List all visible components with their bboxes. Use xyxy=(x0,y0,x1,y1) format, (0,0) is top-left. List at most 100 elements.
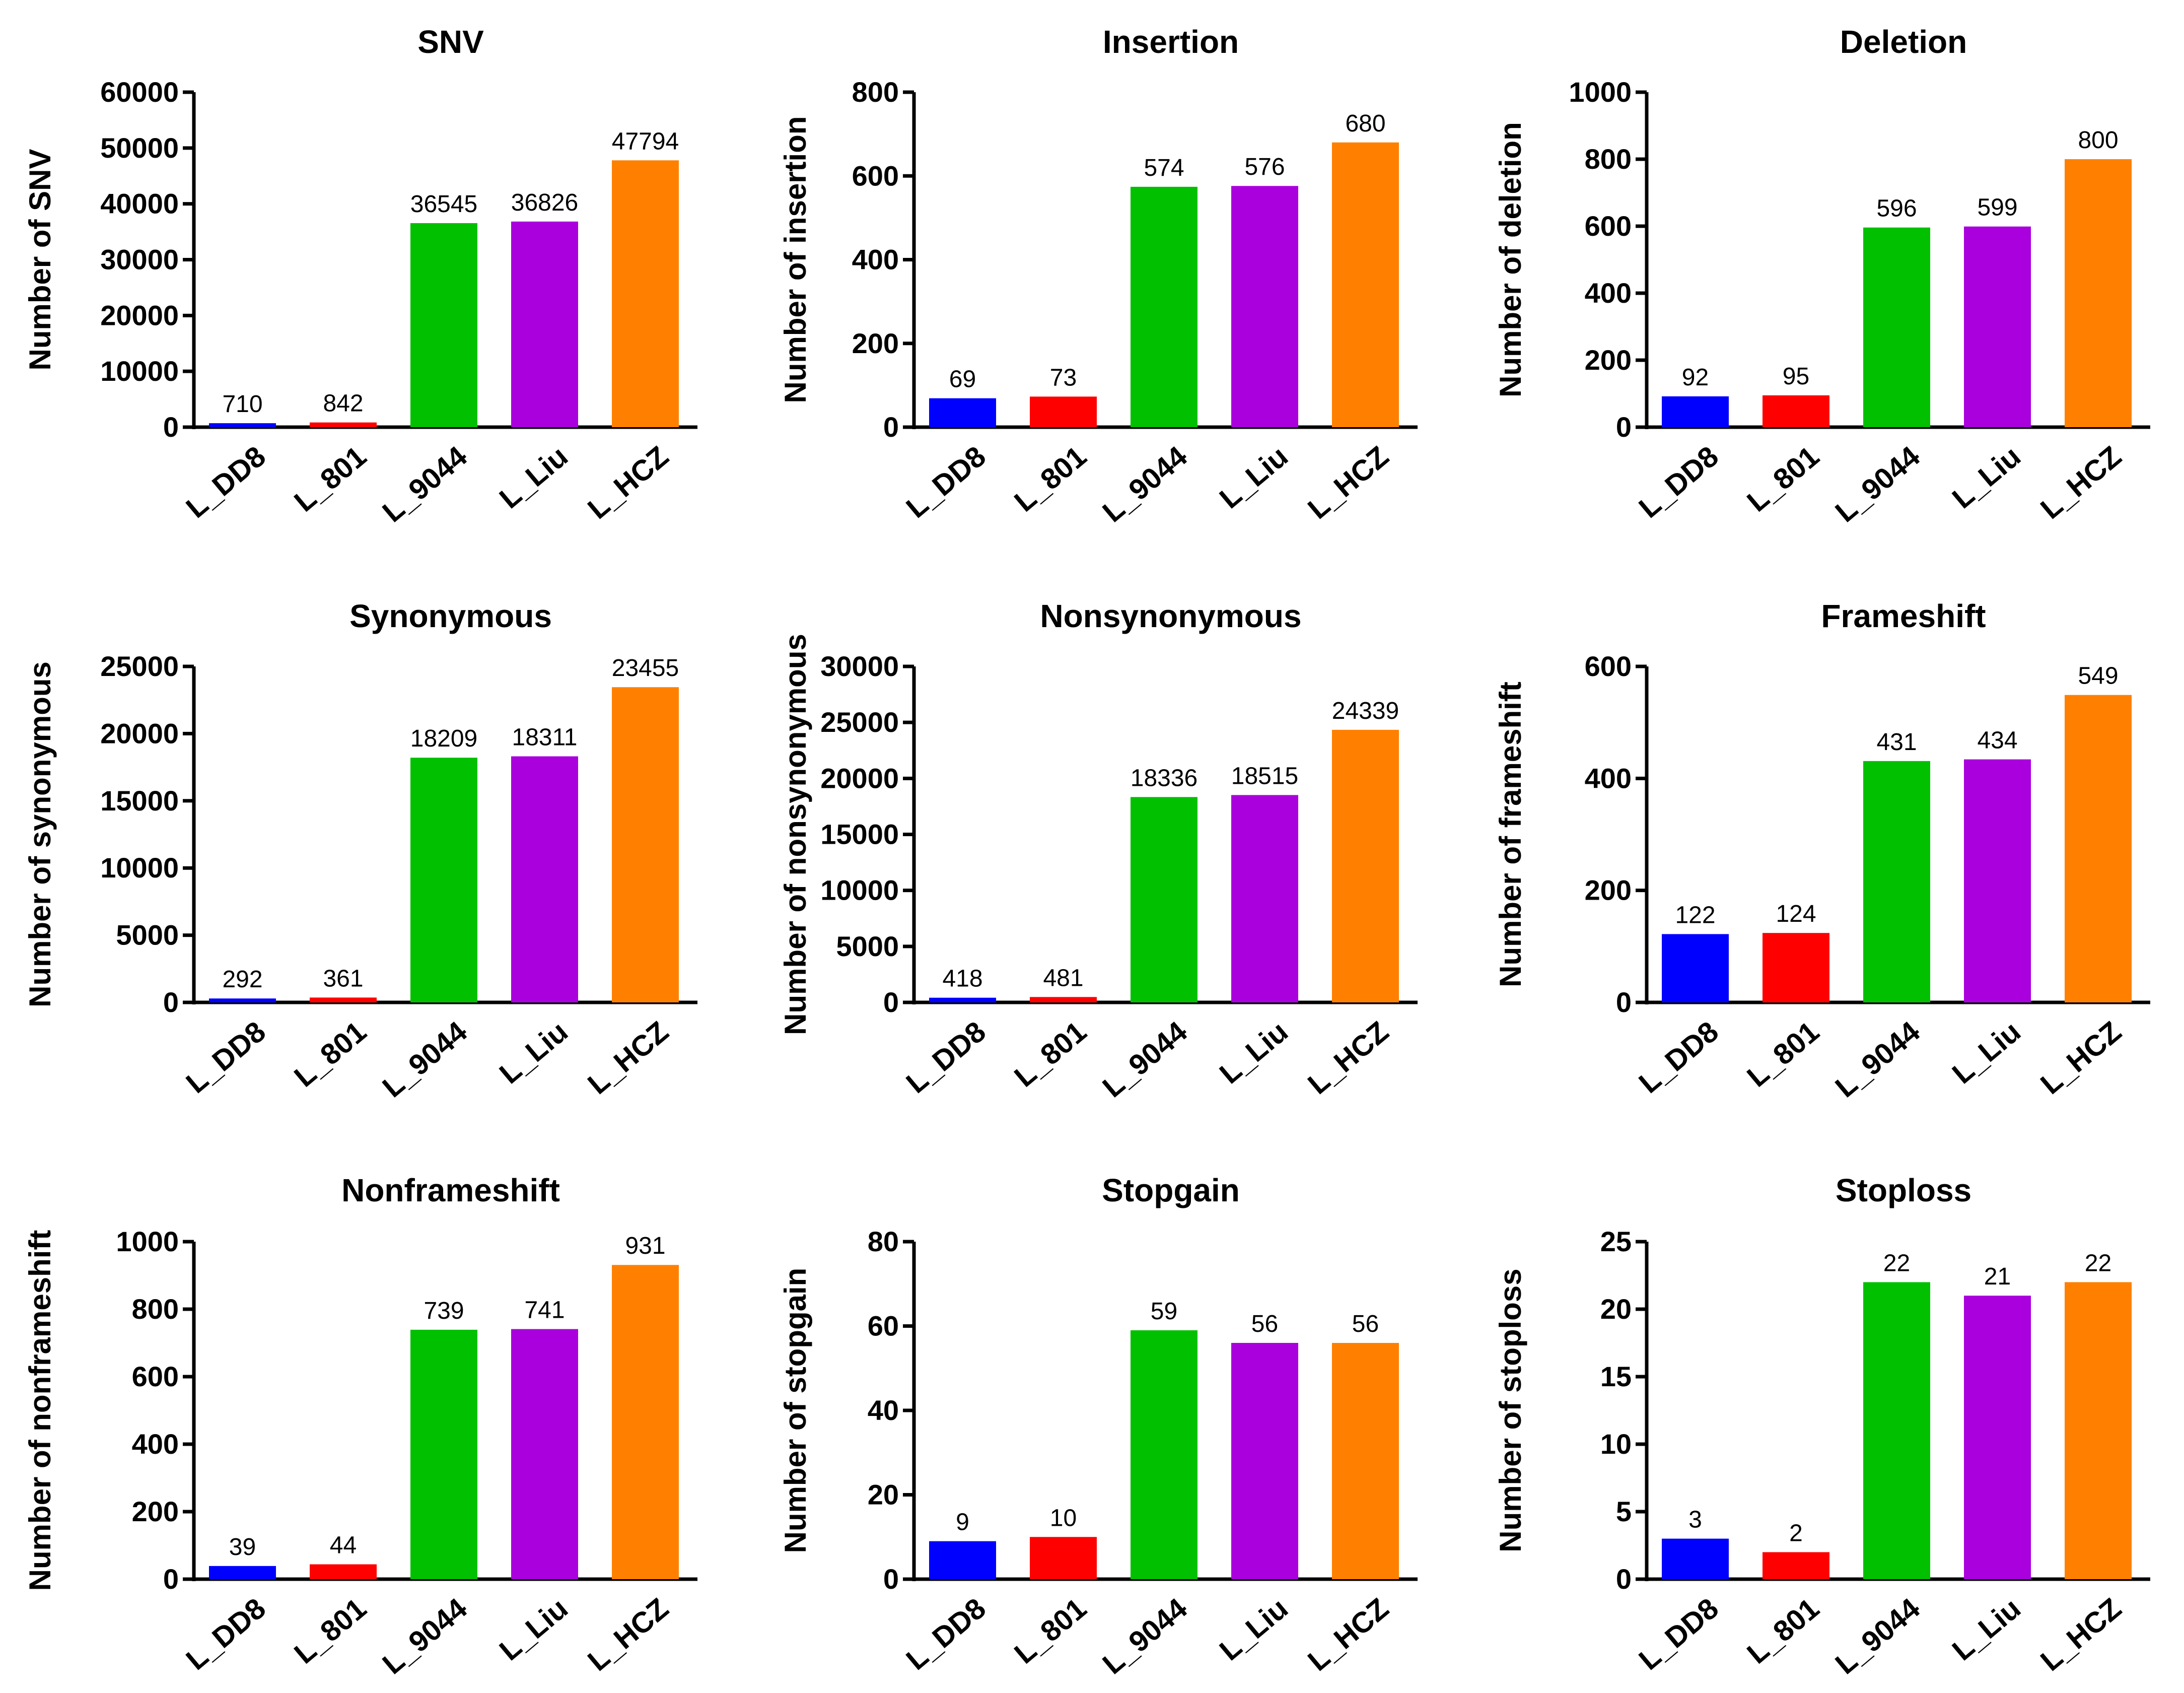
chart-panel-nonframeshift: Nonframeshift Number of nonframeshift 0 200… xyxy=(23,1172,697,1680)
bar-l_liu xyxy=(511,1329,578,1579)
data-label: 47794 xyxy=(612,128,679,155)
data-label: 56 xyxy=(1352,1311,1379,1337)
y-axis-label: Number of deletion xyxy=(1494,122,1527,397)
bar-l_hcz xyxy=(1332,729,1399,1002)
chart-panel-frameshift: Frameshift Number of frameshift 0 200 400 600… xyxy=(1494,598,2150,1104)
y-tick-label: 0 xyxy=(883,986,899,1018)
data-label: 418 xyxy=(942,966,982,992)
y-tick-label: 20 xyxy=(1600,1293,1632,1325)
y-tick-label: 400 xyxy=(132,1428,179,1460)
data-label: 710 xyxy=(222,391,262,418)
y-tick-label: 5000 xyxy=(836,930,899,962)
x-tick-label: L_801 xyxy=(1741,1015,1825,1094)
y-axis-label: Number of frameshift xyxy=(1494,682,1527,987)
chart-title: Deletion xyxy=(1840,24,1967,60)
y-tick-label: 30000 xyxy=(100,244,179,276)
y-tick-label: 600 xyxy=(852,160,899,191)
y-tick-label: 0 xyxy=(163,1563,179,1595)
data-label: 92 xyxy=(1682,364,1709,391)
x-tick-label: L_HCZ xyxy=(1302,1015,1395,1101)
y-tick-label: 1000 xyxy=(116,1226,179,1257)
y-axis-label: Number of stopgain xyxy=(779,1268,812,1553)
x-tick-label: L_9044 xyxy=(376,1592,473,1680)
data-label: 22 xyxy=(1883,1250,1910,1276)
y-tick-label: 15000 xyxy=(100,785,179,817)
y-tick-label: 25000 xyxy=(820,706,899,738)
bar-l_dd8 xyxy=(209,423,276,427)
y-tick-label: 800 xyxy=(1585,143,1632,175)
data-label: 69 xyxy=(949,366,976,393)
data-label: 18515 xyxy=(1231,763,1298,789)
x-tick-label: L_9044 xyxy=(376,1015,473,1104)
data-label: 22 xyxy=(2085,1250,2111,1276)
y-tick-label: 200 xyxy=(1585,874,1632,906)
bar-l_dd8 xyxy=(1662,934,1729,1002)
y-tick-label: 10000 xyxy=(820,874,899,906)
data-label: 122 xyxy=(1675,902,1715,928)
x-tick-label: L_9044 xyxy=(1829,1015,1926,1104)
bar-l_801 xyxy=(1030,997,1097,1002)
y-tick-label: 40 xyxy=(868,1394,899,1426)
x-tick-label: L_801 xyxy=(288,440,373,518)
x-tick-label: L_9044 xyxy=(1096,1015,1193,1104)
x-tick-label: L_Liu xyxy=(1214,1015,1294,1090)
bar-l_801 xyxy=(310,1564,377,1579)
y-tick-label: 20000 xyxy=(100,299,179,331)
x-tick-label: L_9044 xyxy=(1096,1592,1193,1680)
x-tick-label: L_DD8 xyxy=(180,1592,272,1676)
x-tick-label: L_HCZ xyxy=(1302,440,1395,525)
y-tick-label: 0 xyxy=(163,986,179,1018)
x-tick-label: L_Liu xyxy=(1214,1592,1294,1667)
y-tick-label: 10 xyxy=(1600,1428,1632,1460)
y-tick-label: 200 xyxy=(1585,344,1632,376)
bar-l_hcz xyxy=(2065,1282,2132,1579)
data-label: 842 xyxy=(323,390,363,417)
y-tick-label: 600 xyxy=(1585,650,1632,682)
bar-l_dd8 xyxy=(929,398,996,427)
data-label: 9 xyxy=(956,1509,969,1536)
chart-panel-stopgain: Stopgain Number of stopgain 0 20 40 60 80 9 L_DD… xyxy=(779,1172,1418,1680)
x-tick-label: L_DD8 xyxy=(1633,440,1725,524)
bar-l_9044 xyxy=(1131,1330,1197,1579)
data-label: 73 xyxy=(1050,364,1077,391)
data-label: 124 xyxy=(1776,901,1816,927)
chart-panel-deletion: Deletion Number of deletion 0 200 400 600 800 1… xyxy=(1494,24,2150,528)
data-label: 95 xyxy=(1783,363,1809,390)
x-tick-label: L_801 xyxy=(1008,440,1093,518)
bar-l_dd8 xyxy=(209,998,276,1002)
x-tick-label: L_Liu xyxy=(494,440,574,515)
data-label: 23455 xyxy=(612,655,679,682)
bar-l_liu xyxy=(1964,226,2031,427)
data-label: 21 xyxy=(1984,1263,2011,1290)
data-label: 481 xyxy=(1043,965,1083,991)
data-label: 574 xyxy=(1144,155,1184,181)
y-tick-label: 10000 xyxy=(100,355,179,387)
data-label: 18336 xyxy=(1131,765,1197,791)
x-tick-label: L_Liu xyxy=(1946,1592,2027,1667)
y-tick-label: 30000 xyxy=(820,650,899,682)
chart-title: Stopgain xyxy=(1102,1172,1240,1208)
bar-l_dd8 xyxy=(929,1541,996,1579)
x-tick-label: L_HCZ xyxy=(1302,1592,1395,1677)
data-label: 36545 xyxy=(410,191,477,218)
data-label: 931 xyxy=(625,1233,665,1259)
bar-l_801 xyxy=(1763,933,1829,1002)
bar-l_hcz xyxy=(612,1265,679,1579)
chart-panel-insertion: Insertion Number of insertion 0 200 400 600 80… xyxy=(779,24,1418,528)
data-label: 292 xyxy=(222,966,262,993)
y-axis-label: Number of insertion xyxy=(779,116,812,403)
x-tick-label: L_HCZ xyxy=(2034,1592,2128,1677)
data-label: 434 xyxy=(1977,727,2017,754)
data-label: 576 xyxy=(1244,154,1285,180)
chart-title: Insertion xyxy=(1103,24,1239,60)
x-tick-label: L_9044 xyxy=(376,440,473,528)
y-tick-label: 800 xyxy=(132,1293,179,1325)
x-tick-label: L_Liu xyxy=(494,1592,574,1667)
bar-l_liu xyxy=(1231,1343,1298,1579)
y-tick-label: 10000 xyxy=(100,852,179,884)
y-tick-label: 0 xyxy=(1616,1563,1632,1595)
y-axis-label: Number of SNV xyxy=(23,149,57,370)
data-label: 39 xyxy=(229,1534,256,1561)
data-label: 44 xyxy=(330,1532,357,1559)
y-tick-label: 200 xyxy=(852,327,899,359)
